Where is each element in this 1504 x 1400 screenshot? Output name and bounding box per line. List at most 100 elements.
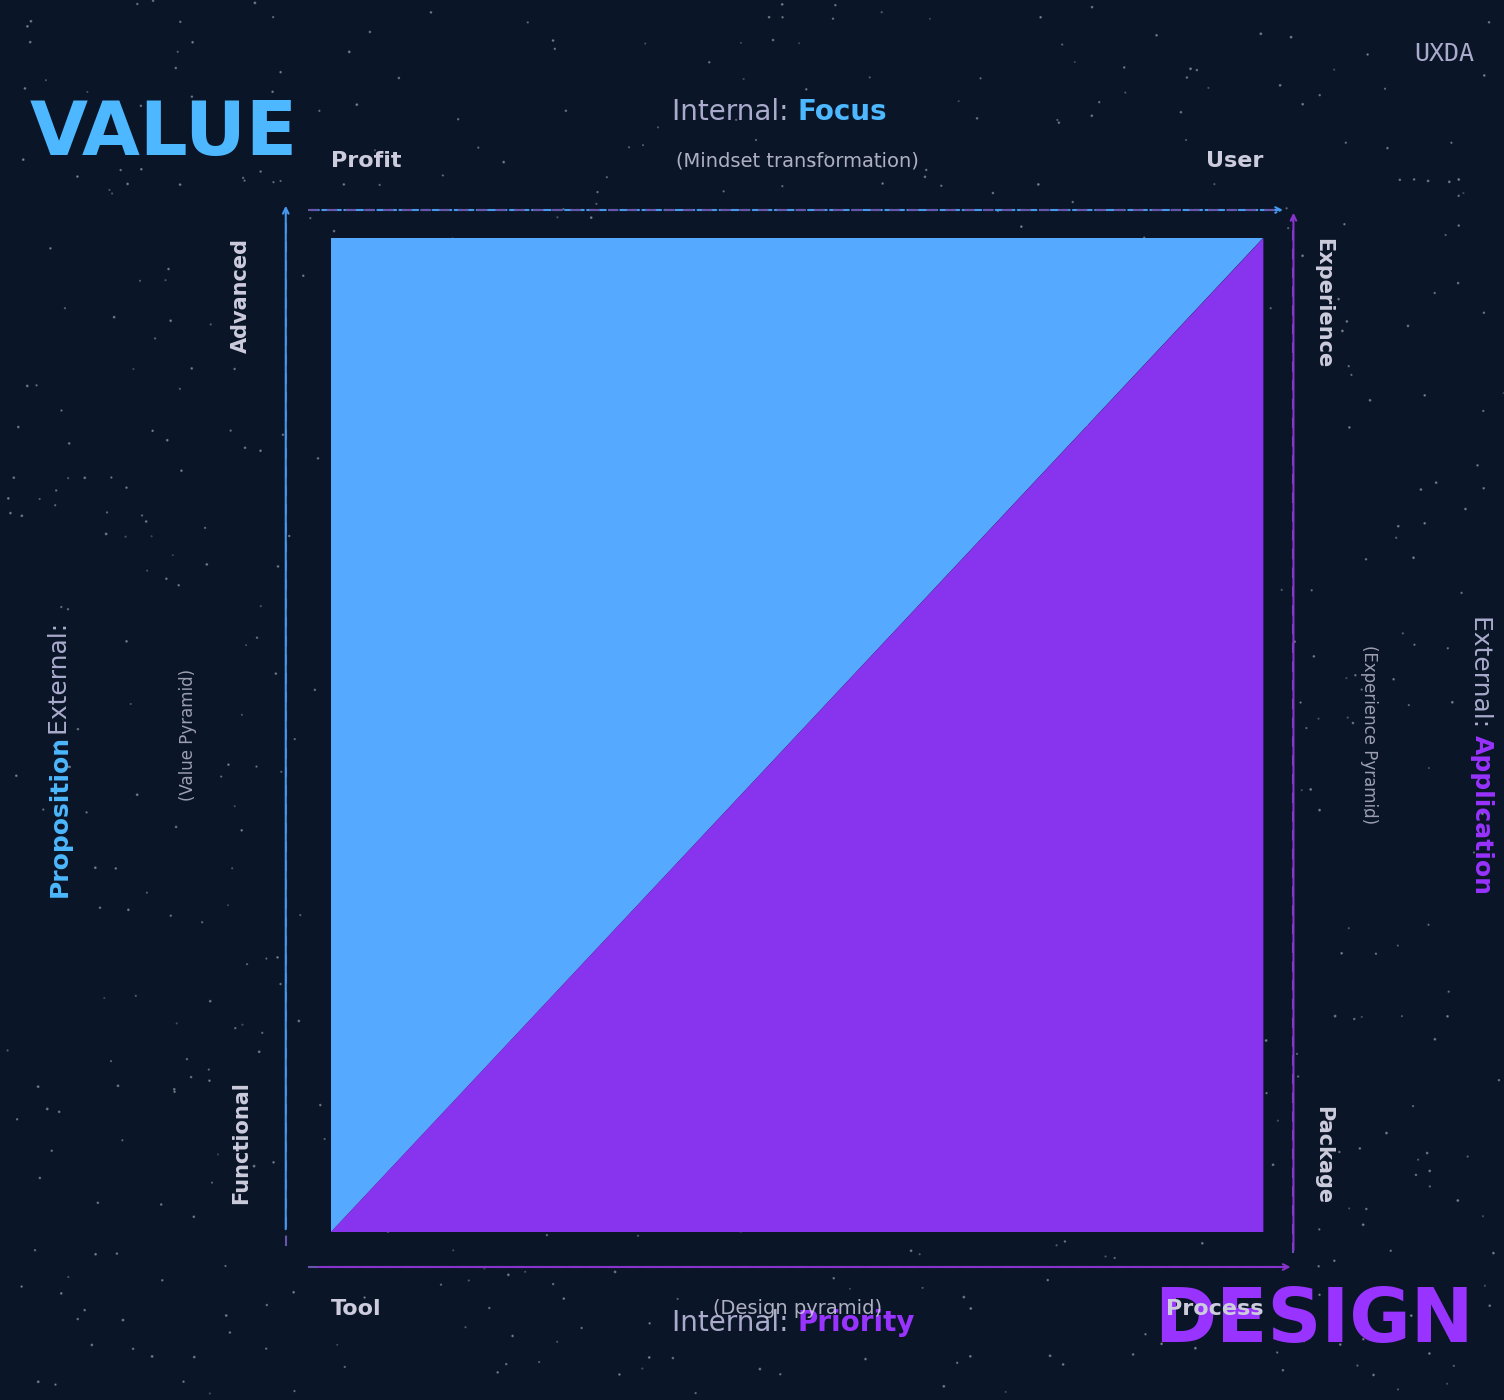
Point [460, 1135, 484, 1158]
Point [544, 512, 569, 535]
Point [456, 269, 480, 291]
Point [1212, 631, 1236, 654]
Text: Internal:: Internal: [672, 1309, 797, 1337]
Point [1190, 1232, 1214, 1254]
Point [937, 228, 961, 251]
Point [981, 696, 1005, 718]
Point [920, 533, 945, 556]
Point [958, 1345, 982, 1368]
Point [1131, 251, 1155, 273]
Point [412, 631, 436, 654]
Point [805, 605, 829, 627]
Point [223, 795, 247, 818]
Point [942, 1046, 966, 1068]
Point [1154, 339, 1178, 361]
Point [355, 725, 379, 748]
Point [1409, 479, 1433, 501]
Point [633, 32, 657, 55]
Text: User: User [1206, 151, 1263, 171]
Point [1354, 1198, 1378, 1221]
Point [892, 757, 916, 780]
Point [1472, 1274, 1496, 1296]
Point [1364, 942, 1388, 965]
Point [197, 1058, 221, 1081]
Point [1117, 967, 1142, 990]
Point [1254, 1082, 1278, 1105]
Point [969, 67, 993, 90]
Point [1384, 526, 1408, 549]
Text: Application: Application [1469, 735, 1493, 895]
Point [1354, 799, 1378, 822]
Text: DESIGN: DESIGN [1155, 1285, 1474, 1358]
Point [29, 1166, 53, 1189]
Point [1412, 384, 1436, 406]
Point [811, 686, 835, 708]
Point [529, 671, 553, 693]
Point [409, 416, 433, 438]
Point [1036, 1054, 1060, 1077]
Point [344, 468, 368, 490]
Point [845, 717, 869, 739]
Point [1337, 917, 1361, 939]
Point [2, 466, 26, 489]
Point [409, 255, 433, 277]
Point [1417, 169, 1441, 192]
Point [1134, 1323, 1158, 1345]
Point [1059, 400, 1083, 423]
Text: Tool: Tool [331, 1299, 382, 1319]
Point [161, 545, 185, 567]
Point [914, 158, 938, 181]
Point [114, 630, 138, 652]
Point [1017, 575, 1041, 598]
Point [1472, 301, 1496, 323]
Point [955, 1208, 979, 1231]
Point [1349, 679, 1373, 701]
Polygon shape [331, 238, 1263, 1232]
Point [615, 1194, 639, 1217]
Point [1447, 168, 1471, 190]
Point [878, 356, 902, 378]
Point [993, 785, 1017, 808]
Point [856, 1067, 880, 1089]
Point [430, 164, 454, 186]
Point [908, 818, 932, 840]
Point [1334, 666, 1358, 689]
Point [245, 627, 269, 650]
Point [526, 794, 550, 816]
Point [802, 151, 826, 174]
Point [1169, 101, 1193, 123]
Point [552, 399, 576, 421]
Point [1402, 168, 1426, 190]
Point [337, 41, 361, 63]
Point [1089, 582, 1113, 605]
Point [1481, 1242, 1504, 1264]
Point [775, 979, 799, 1001]
Point [744, 129, 769, 151]
Point [605, 931, 629, 953]
Point [1032, 1064, 1056, 1086]
Point [105, 1075, 129, 1098]
Point [1328, 1141, 1352, 1163]
Point [5, 764, 29, 787]
Point [987, 200, 1011, 223]
Point [408, 1154, 432, 1176]
Point [832, 374, 856, 396]
Point [609, 574, 633, 596]
Point [594, 167, 618, 189]
Point [129, 504, 153, 526]
Point [865, 752, 889, 774]
Point [1492, 382, 1504, 405]
Point [926, 503, 951, 525]
Point [376, 1221, 400, 1243]
Point [1399, 1305, 1423, 1327]
Point [1286, 1065, 1310, 1088]
Point [693, 917, 717, 939]
Point [1385, 934, 1409, 956]
Point [732, 459, 757, 482]
Point [526, 1351, 550, 1373]
Point [11, 148, 35, 171]
Point [1123, 1001, 1148, 1023]
Point [925, 448, 949, 470]
Point [1148, 386, 1172, 409]
Point [815, 494, 839, 517]
